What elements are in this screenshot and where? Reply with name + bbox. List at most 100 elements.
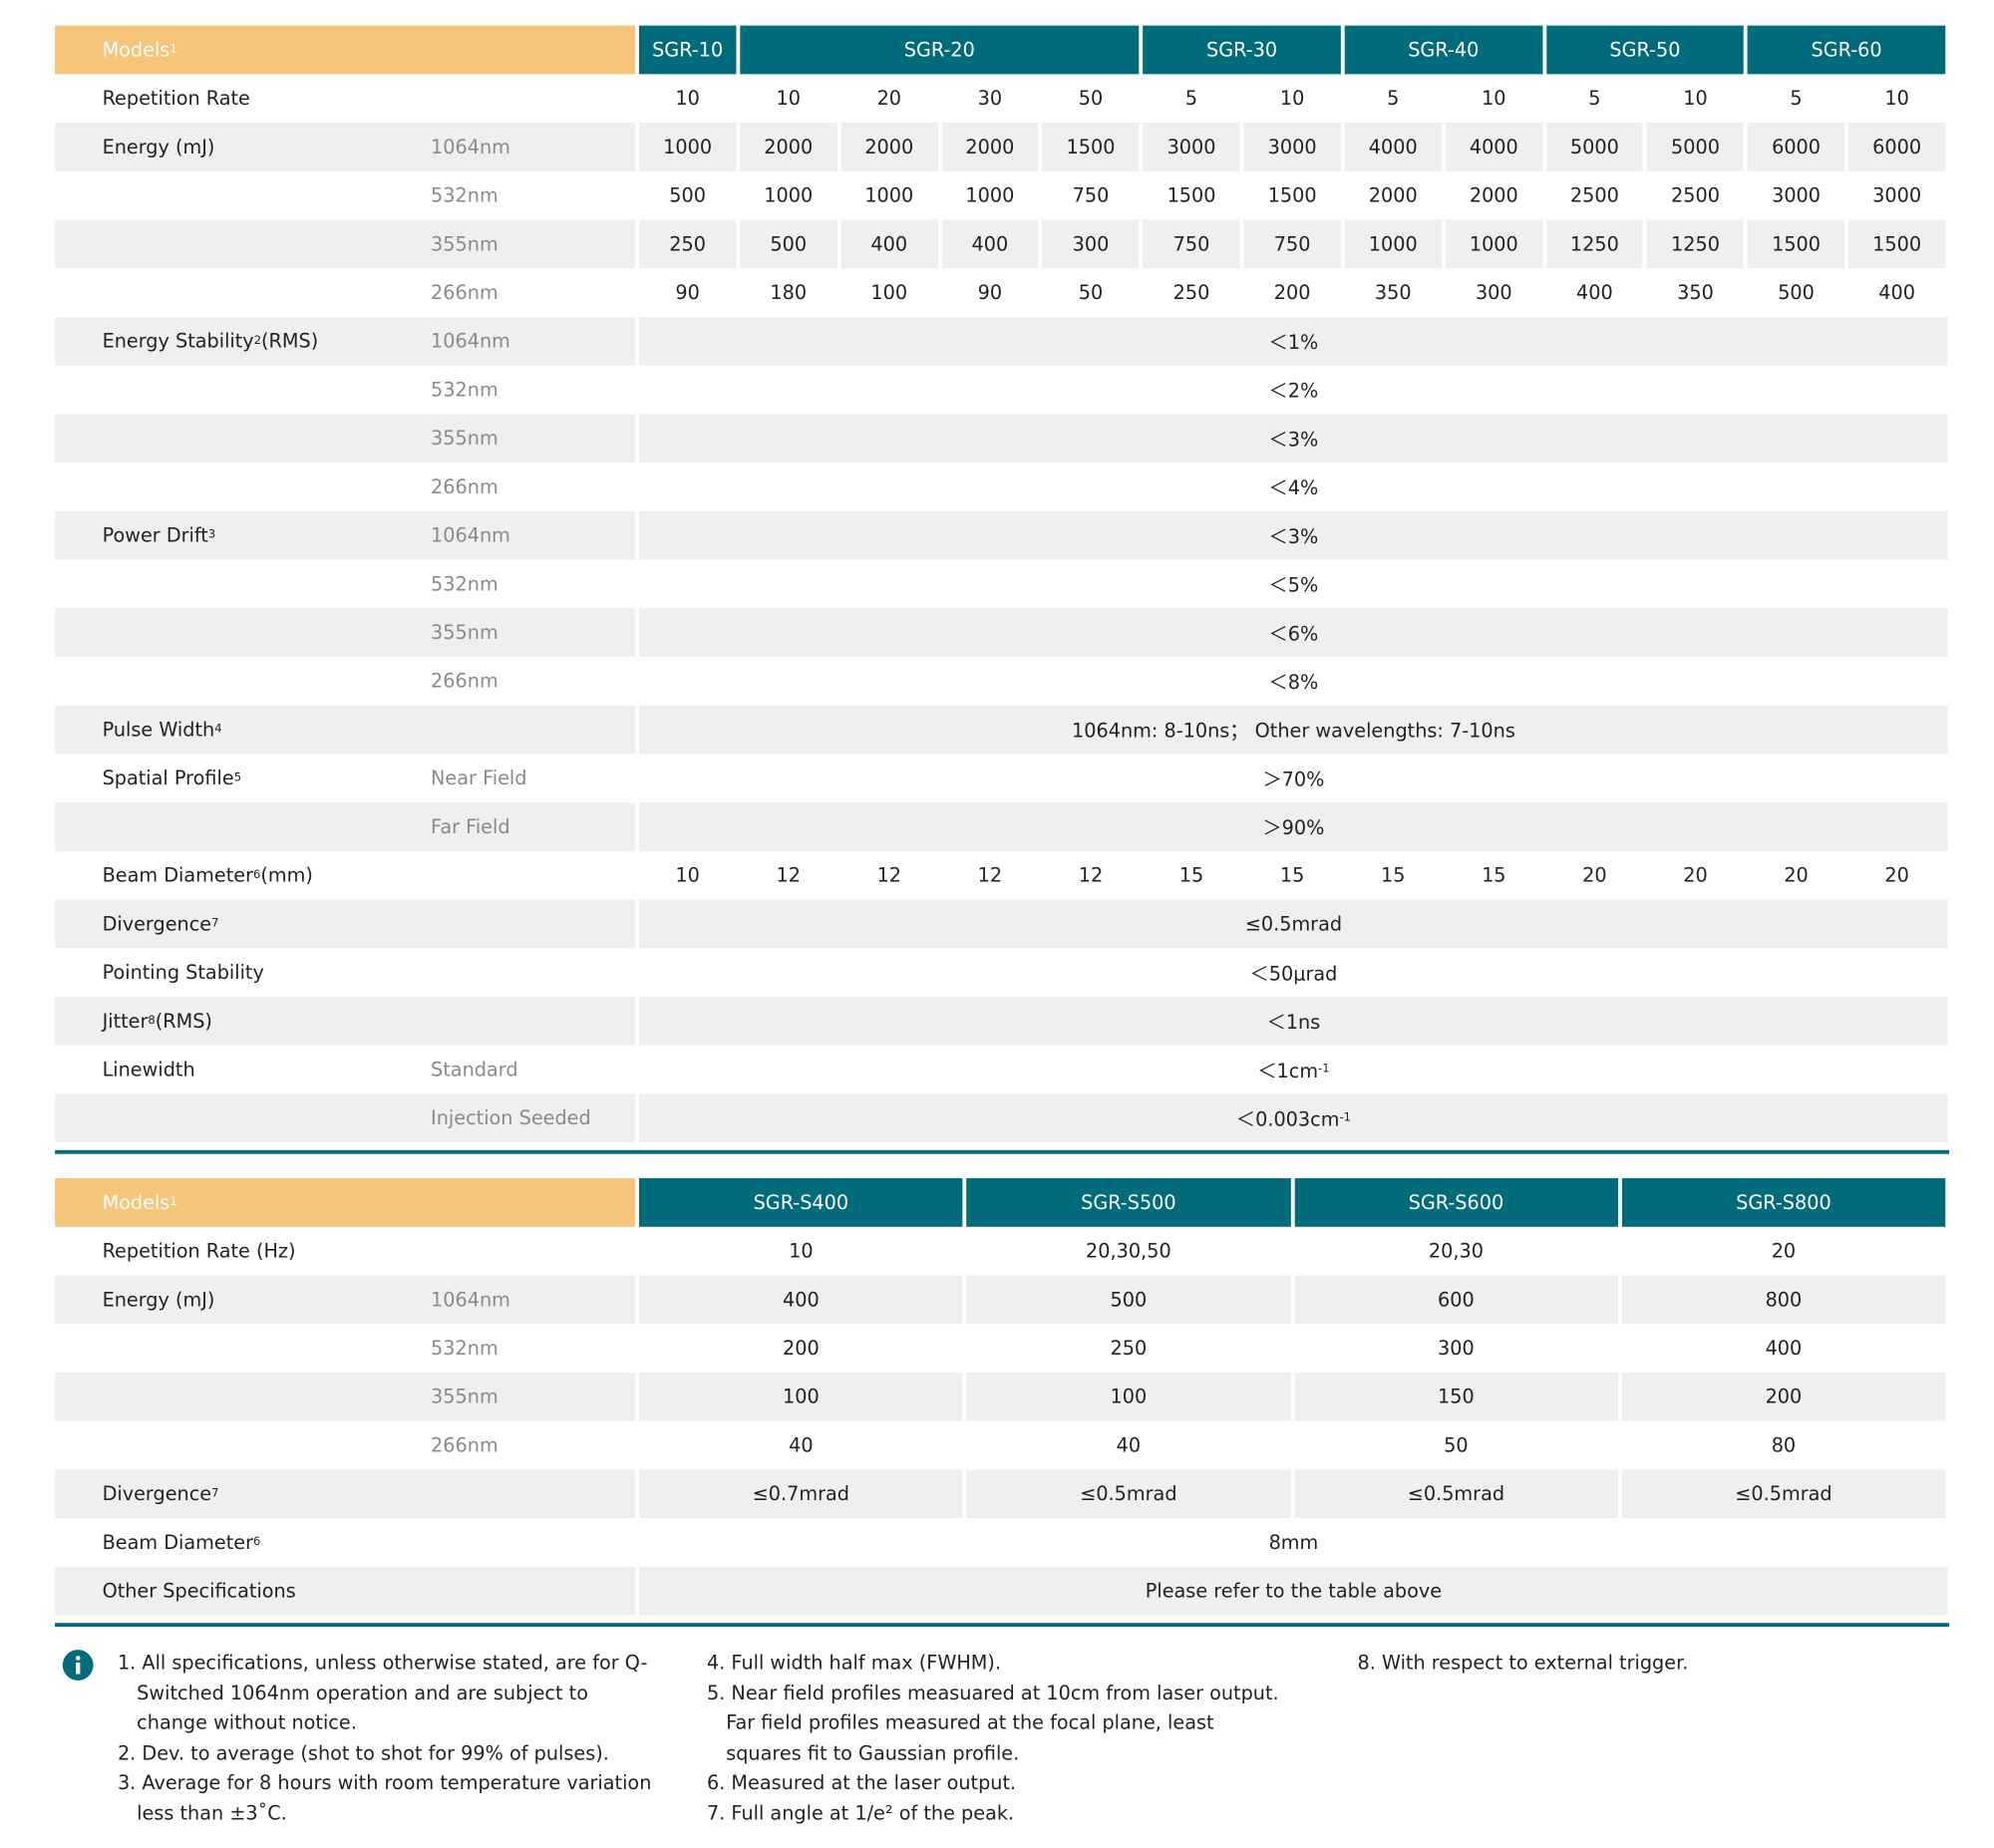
- text: 50: [1078, 281, 1104, 305]
- text: ＜5%: [1268, 572, 1319, 597]
- text: SGR-20: [903, 38, 975, 62]
- row-sublabel: Standard: [431, 1046, 517, 1094]
- text: Beam Diameter: [102, 1530, 254, 1554]
- model-header: SGR-60: [1747, 25, 1946, 75]
- text: 1000: [1368, 232, 1418, 256]
- text: 3000: [1166, 135, 1216, 158]
- note-item: 7. Full angle at 1/e² of the peak.: [706, 1801, 1015, 1825]
- row-sublabel: 1064nm: [431, 1275, 510, 1324]
- text: 15: [1178, 863, 1204, 887]
- row-shade: [55, 316, 636, 366]
- data-cell: 10: [1244, 74, 1341, 123]
- data-cell: 300: [1294, 1324, 1618, 1373]
- data-cell: 2000: [840, 123, 938, 171]
- text: 266nm: [431, 281, 498, 305]
- text: 750: [1172, 232, 1210, 256]
- row-shade: [55, 996, 636, 1046]
- text: 532nm: [431, 183, 498, 207]
- row-sublabel: 266nm: [431, 268, 498, 317]
- text: 400: [782, 1288, 820, 1312]
- data-cell: 3000: [1243, 123, 1341, 171]
- text: 5: [1184, 87, 1198, 111]
- data-cell: 400: [941, 219, 1039, 269]
- text: 750: [1072, 183, 1110, 207]
- text: 20: [1884, 863, 1909, 887]
- data-cell: 40: [639, 1421, 963, 1470]
- data-cell: 1250: [1646, 219, 1745, 269]
- data-cell: 400: [1546, 268, 1643, 317]
- text: 355nm: [431, 427, 498, 451]
- info-icon: [62, 1650, 94, 1681]
- note-item: 4. Full width half max (FWHM).: [706, 1651, 1002, 1675]
- text: SGR-S500: [1081, 1190, 1176, 1214]
- text: 12: [1078, 863, 1104, 887]
- model-header: SGR-40: [1344, 25, 1542, 75]
- text: Pointing Stability: [102, 961, 264, 985]
- note-item: 3. Average for 8 hours with room tempera…: [117, 1770, 652, 1825]
- text: 2500: [1569, 183, 1619, 207]
- row-label: Repetition Rate: [103, 74, 250, 123]
- text: 20: [1784, 863, 1809, 887]
- row-sublabel: 266nm: [431, 462, 498, 511]
- text: 1000: [764, 183, 814, 207]
- text: Jitter: [102, 1009, 149, 1033]
- data-cell: 1000: [740, 171, 836, 220]
- text: 30: [977, 87, 1003, 111]
- text: ＜0.003cm: [1235, 1106, 1340, 1130]
- row-sublabel: 532nm: [431, 171, 498, 220]
- text: 10: [675, 863, 700, 887]
- text: 532nm: [431, 1337, 498, 1361]
- data-cell: 500: [1748, 268, 1844, 317]
- text: 500: [1110, 1288, 1148, 1312]
- data-cell: 250: [1143, 268, 1239, 317]
- data-cell: ≤0.5mrad: [639, 899, 1948, 949]
- data-cell: 250: [639, 219, 737, 269]
- text: ＞70%: [1262, 767, 1325, 790]
- text: Energy Stability: [102, 329, 254, 353]
- data-cell: 2000: [941, 123, 1039, 171]
- text: Far Field: [431, 814, 510, 839]
- text: 400: [1765, 1337, 1803, 1361]
- data-cell: 30: [941, 74, 1038, 123]
- text: ＜1%: [1268, 330, 1319, 354]
- text: 300: [1438, 1337, 1475, 1361]
- text: Other Specifications: [102, 1579, 296, 1603]
- data-cell: 2000: [1345, 171, 1442, 220]
- text: 350: [1374, 281, 1412, 305]
- data-cell: 800: [1621, 1275, 1946, 1325]
- data-cell: 300: [1446, 268, 1542, 317]
- data-cell: 5: [1748, 74, 1844, 123]
- text: 100: [870, 281, 908, 305]
- text: 40: [1116, 1433, 1142, 1457]
- text: 500: [1778, 281, 1815, 305]
- data-cell: 10: [1647, 74, 1744, 123]
- data-cell: 500: [966, 1275, 1291, 1325]
- row-sublabel: 355nm: [431, 608, 498, 657]
- data-cell: 12: [840, 851, 937, 900]
- row-label: Energy (mJ): [103, 123, 215, 171]
- text: 15: [1279, 863, 1305, 887]
- data-cell: 100: [966, 1372, 1291, 1421]
- data-cell: 1500: [1747, 219, 1845, 269]
- data-cell: ＜2%: [639, 366, 1948, 415]
- text: 300: [1072, 232, 1110, 256]
- text: 12: [876, 863, 902, 887]
- models-header: Models 1: [55, 1178, 636, 1227]
- text: Repetition Rate: [102, 87, 250, 111]
- text: 80: [1771, 1433, 1797, 1457]
- data-cell: 90: [639, 268, 736, 317]
- text: 2000: [864, 135, 914, 158]
- row-label: Repetition Rate (Hz): [103, 1227, 296, 1276]
- data-cell: 12: [941, 851, 1038, 900]
- row-label: Linewidth: [103, 1046, 195, 1094]
- data-cell: 40: [967, 1421, 1291, 1470]
- text: 15: [1380, 863, 1406, 887]
- data-cell: 2500: [1546, 171, 1643, 220]
- text: 250: [1172, 281, 1210, 305]
- row-sublabel: Near Field: [431, 754, 526, 802]
- data-cell: 20,30,50: [967, 1227, 1291, 1276]
- text: 750: [1273, 232, 1311, 256]
- row-label: Pointing Stability: [103, 948, 264, 997]
- data-cell: 100: [840, 268, 937, 317]
- row-label: Divergence 7: [102, 1482, 219, 1506]
